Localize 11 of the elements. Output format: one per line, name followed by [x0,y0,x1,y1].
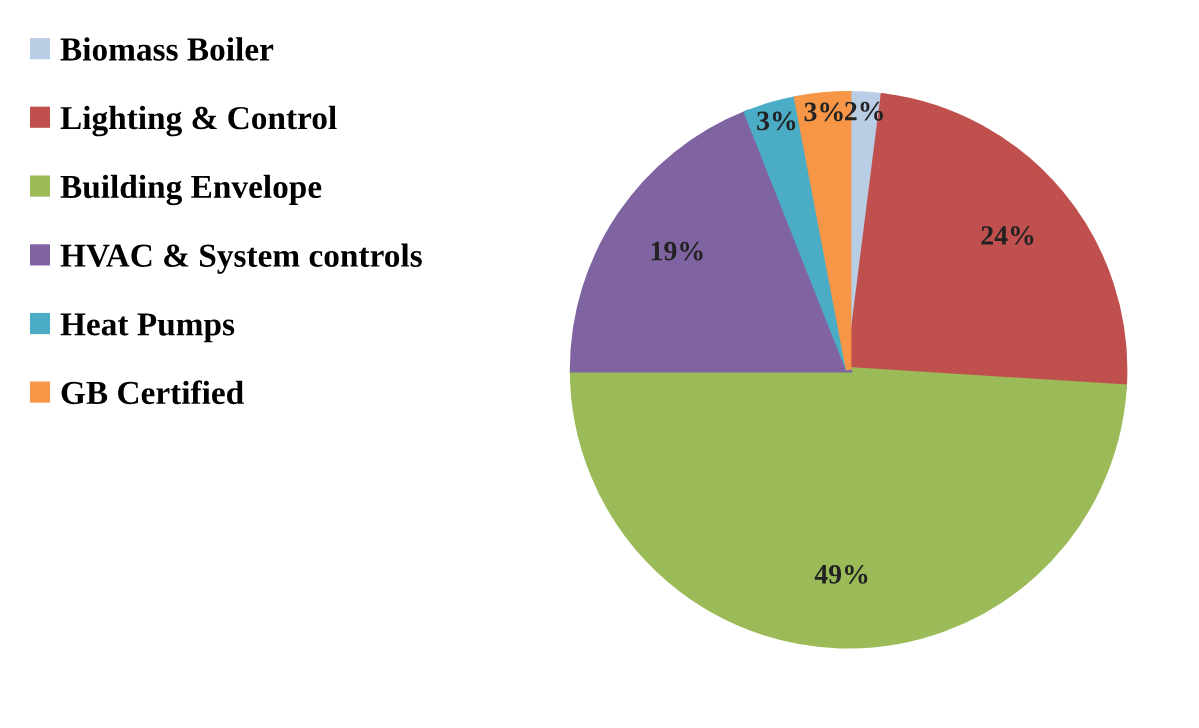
legend-label: Lighting & Control [60,105,337,137]
legend-label: Heat Pumps [60,313,235,343]
data-label: 19% [651,241,703,261]
data-label: 49% [814,564,868,584]
legend-label: HVAC & System controls [60,243,422,274]
data-label: 24% [981,226,1034,245]
legend-label: Building Envelope [60,174,322,206]
legend-label: GB Certified [61,380,244,405]
data-label: 3% [757,111,796,131]
legend-label: Biomass Boiler [60,37,274,61]
data-label: 3% [804,102,843,122]
